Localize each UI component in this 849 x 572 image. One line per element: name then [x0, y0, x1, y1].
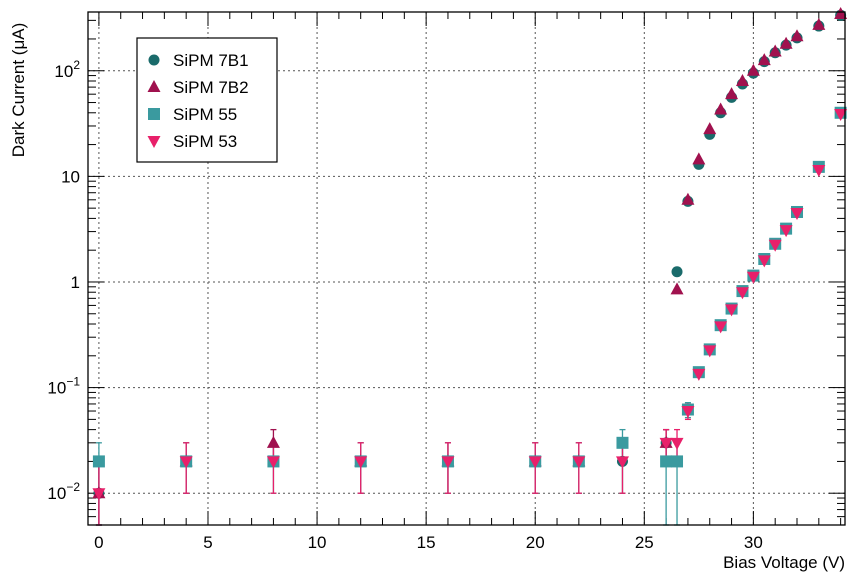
sipm-7b2-point	[768, 44, 782, 57]
sipm-7b2-point	[735, 73, 749, 86]
sipm-7b2-point	[692, 152, 706, 165]
x-tick-label: 0	[94, 533, 103, 552]
y-axis-ticks: 10−2 10−1 1 10 102	[47, 19, 845, 526]
y-tick-label: 10−1	[47, 375, 80, 398]
sipm-55-point	[92, 455, 105, 468]
sipm-7b2-point	[714, 102, 728, 115]
sipm-53-point	[790, 207, 804, 220]
sipm-53-point	[266, 456, 280, 469]
legend-label-sipm-53: SiPM 53	[173, 132, 237, 151]
legend-label-sipm-55: SiPM 55	[173, 105, 237, 124]
sipm-7b2-point	[725, 87, 739, 100]
x-tick-label: 20	[526, 533, 545, 552]
legend-marker-sipm-55	[148, 108, 160, 120]
sipm-53-point	[779, 225, 793, 238]
sipm-53-point	[834, 108, 848, 121]
legend-label-sipm-7b2: SiPM 7B2	[173, 78, 249, 97]
sipm-53-point	[714, 321, 728, 334]
sipm-55-point	[660, 455, 673, 468]
sipm-53-point	[354, 456, 368, 469]
sipm-7b2-point	[834, 6, 848, 19]
legend-marker-sipm-53	[147, 136, 161, 148]
sipm-53-point	[670, 437, 684, 450]
y-axis-title: Dark Current (μA)	[9, 23, 28, 157]
x-axis-title: Bias Voltage (V)	[723, 553, 845, 572]
x-axis-ticks: 0 5 10 15 20 25 30	[94, 12, 842, 552]
legend-marker-sipm-7b2	[147, 80, 161, 92]
sipm-7b2-point	[757, 53, 771, 66]
sipm-53-point	[725, 304, 739, 317]
sipm-53-point	[179, 456, 193, 469]
sipm-53-point	[659, 437, 673, 450]
legend-box	[136, 37, 278, 163]
sipm-53-point	[92, 488, 106, 501]
sipm-7b2-point	[812, 17, 826, 30]
grid-lines	[88, 12, 845, 525]
legend-label-sipm-7b1: SiPM 7B1	[173, 51, 249, 70]
plot-frame	[87, 11, 846, 526]
sipm-53-point	[746, 271, 760, 284]
sipm-7b2-point	[779, 36, 793, 49]
x-tick-label: 10	[308, 533, 327, 552]
x-tick-label: 5	[203, 533, 212, 552]
sipm-7b2-point	[266, 435, 280, 448]
sipm-53-point	[692, 368, 706, 381]
sipm-55-point	[616, 436, 629, 449]
sipm-53-point	[768, 239, 782, 252]
sipm-53-point	[757, 255, 771, 268]
sipm-53-point	[703, 345, 717, 358]
legend: SiPM 7B1 SiPM 7B2 SiPM 55 SiPM 53	[136, 37, 278, 163]
sipm-53-point	[572, 456, 586, 469]
sipm-7b2-point	[790, 29, 804, 42]
sipm-7b2-point	[681, 192, 695, 205]
sipm-53-point	[528, 456, 542, 469]
data-points	[92, 6, 848, 501]
y-tick-label: 10−2	[47, 480, 80, 503]
x-tick-label: 30	[744, 533, 763, 552]
sipm-7b2-point	[703, 122, 717, 135]
sipm-53-point	[441, 456, 455, 469]
x-tick-label: 15	[417, 533, 436, 552]
y-tick-label: 10	[61, 167, 80, 186]
y-tick-label: 1	[71, 273, 80, 292]
sipm-7b2-point	[746, 63, 760, 76]
sipm-53-point	[812, 164, 826, 177]
sipm-7b2-point	[670, 282, 684, 295]
x-tick-label: 25	[635, 533, 654, 552]
legend-marker-sipm-7b1	[148, 54, 160, 66]
sipm-55-point	[671, 455, 684, 468]
sipm-7b1-point	[671, 266, 683, 278]
y-tick-label: 102	[54, 58, 80, 81]
sipm-53-point	[681, 406, 695, 419]
sipm-53-point	[615, 456, 629, 469]
sipm-53-point	[735, 287, 749, 300]
